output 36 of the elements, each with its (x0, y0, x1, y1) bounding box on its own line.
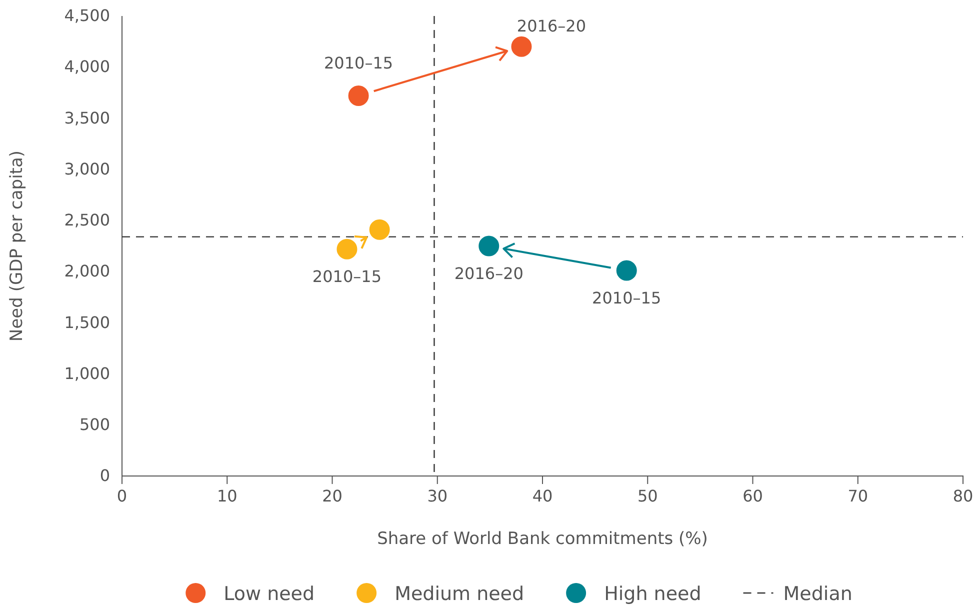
y-tick-label: 500 (79, 415, 110, 434)
annotation: 2016–20 (454, 264, 524, 283)
y-axis-title: Need (GDP per capita) (7, 150, 27, 342)
x-axis-title: Share of World Bank commitments (%) (377, 529, 708, 549)
x-tick-label: 60 (742, 486, 763, 506)
legend-label: Median (783, 583, 852, 605)
annotation: 2010–15 (312, 267, 382, 286)
point (346, 84, 370, 108)
y-tick-label: 4,500 (64, 6, 110, 26)
x-tick-label: 10 (216, 486, 238, 506)
point (335, 237, 359, 261)
legend-label: Low need (224, 583, 315, 605)
y-tick-label: 3,500 (64, 108, 110, 128)
y-tick-label: 3,000 (64, 159, 110, 178)
annotation: 2010–15 (592, 288, 662, 308)
y-tick-label: 0 (100, 466, 110, 486)
x-tick-label: 70 (848, 486, 868, 506)
x-tick-label: 80 (952, 486, 974, 506)
x-tick-label: 50 (637, 486, 658, 506)
annotation: 2010–15 (324, 54, 394, 73)
point (510, 34, 534, 58)
x-tick-label: 20 (322, 486, 342, 506)
y-tick-label: 4,000 (64, 57, 110, 76)
x-tick-label: 30 (427, 486, 448, 506)
y-tick-label: 2,000 (64, 262, 110, 281)
x-tick-label: 0 (116, 486, 128, 506)
annotation: 2016–20 (516, 16, 586, 36)
y-tick-label: 1,000 (64, 364, 110, 383)
x-tick-label: 40 (532, 486, 553, 506)
point (368, 218, 392, 242)
legend-label: High need (604, 583, 702, 605)
y-tick-label: 1,500 (64, 312, 110, 332)
y-tick-label: 2,500 (64, 210, 110, 230)
point (477, 234, 501, 258)
legend-label: Medium need (394, 583, 524, 605)
point (614, 258, 638, 282)
